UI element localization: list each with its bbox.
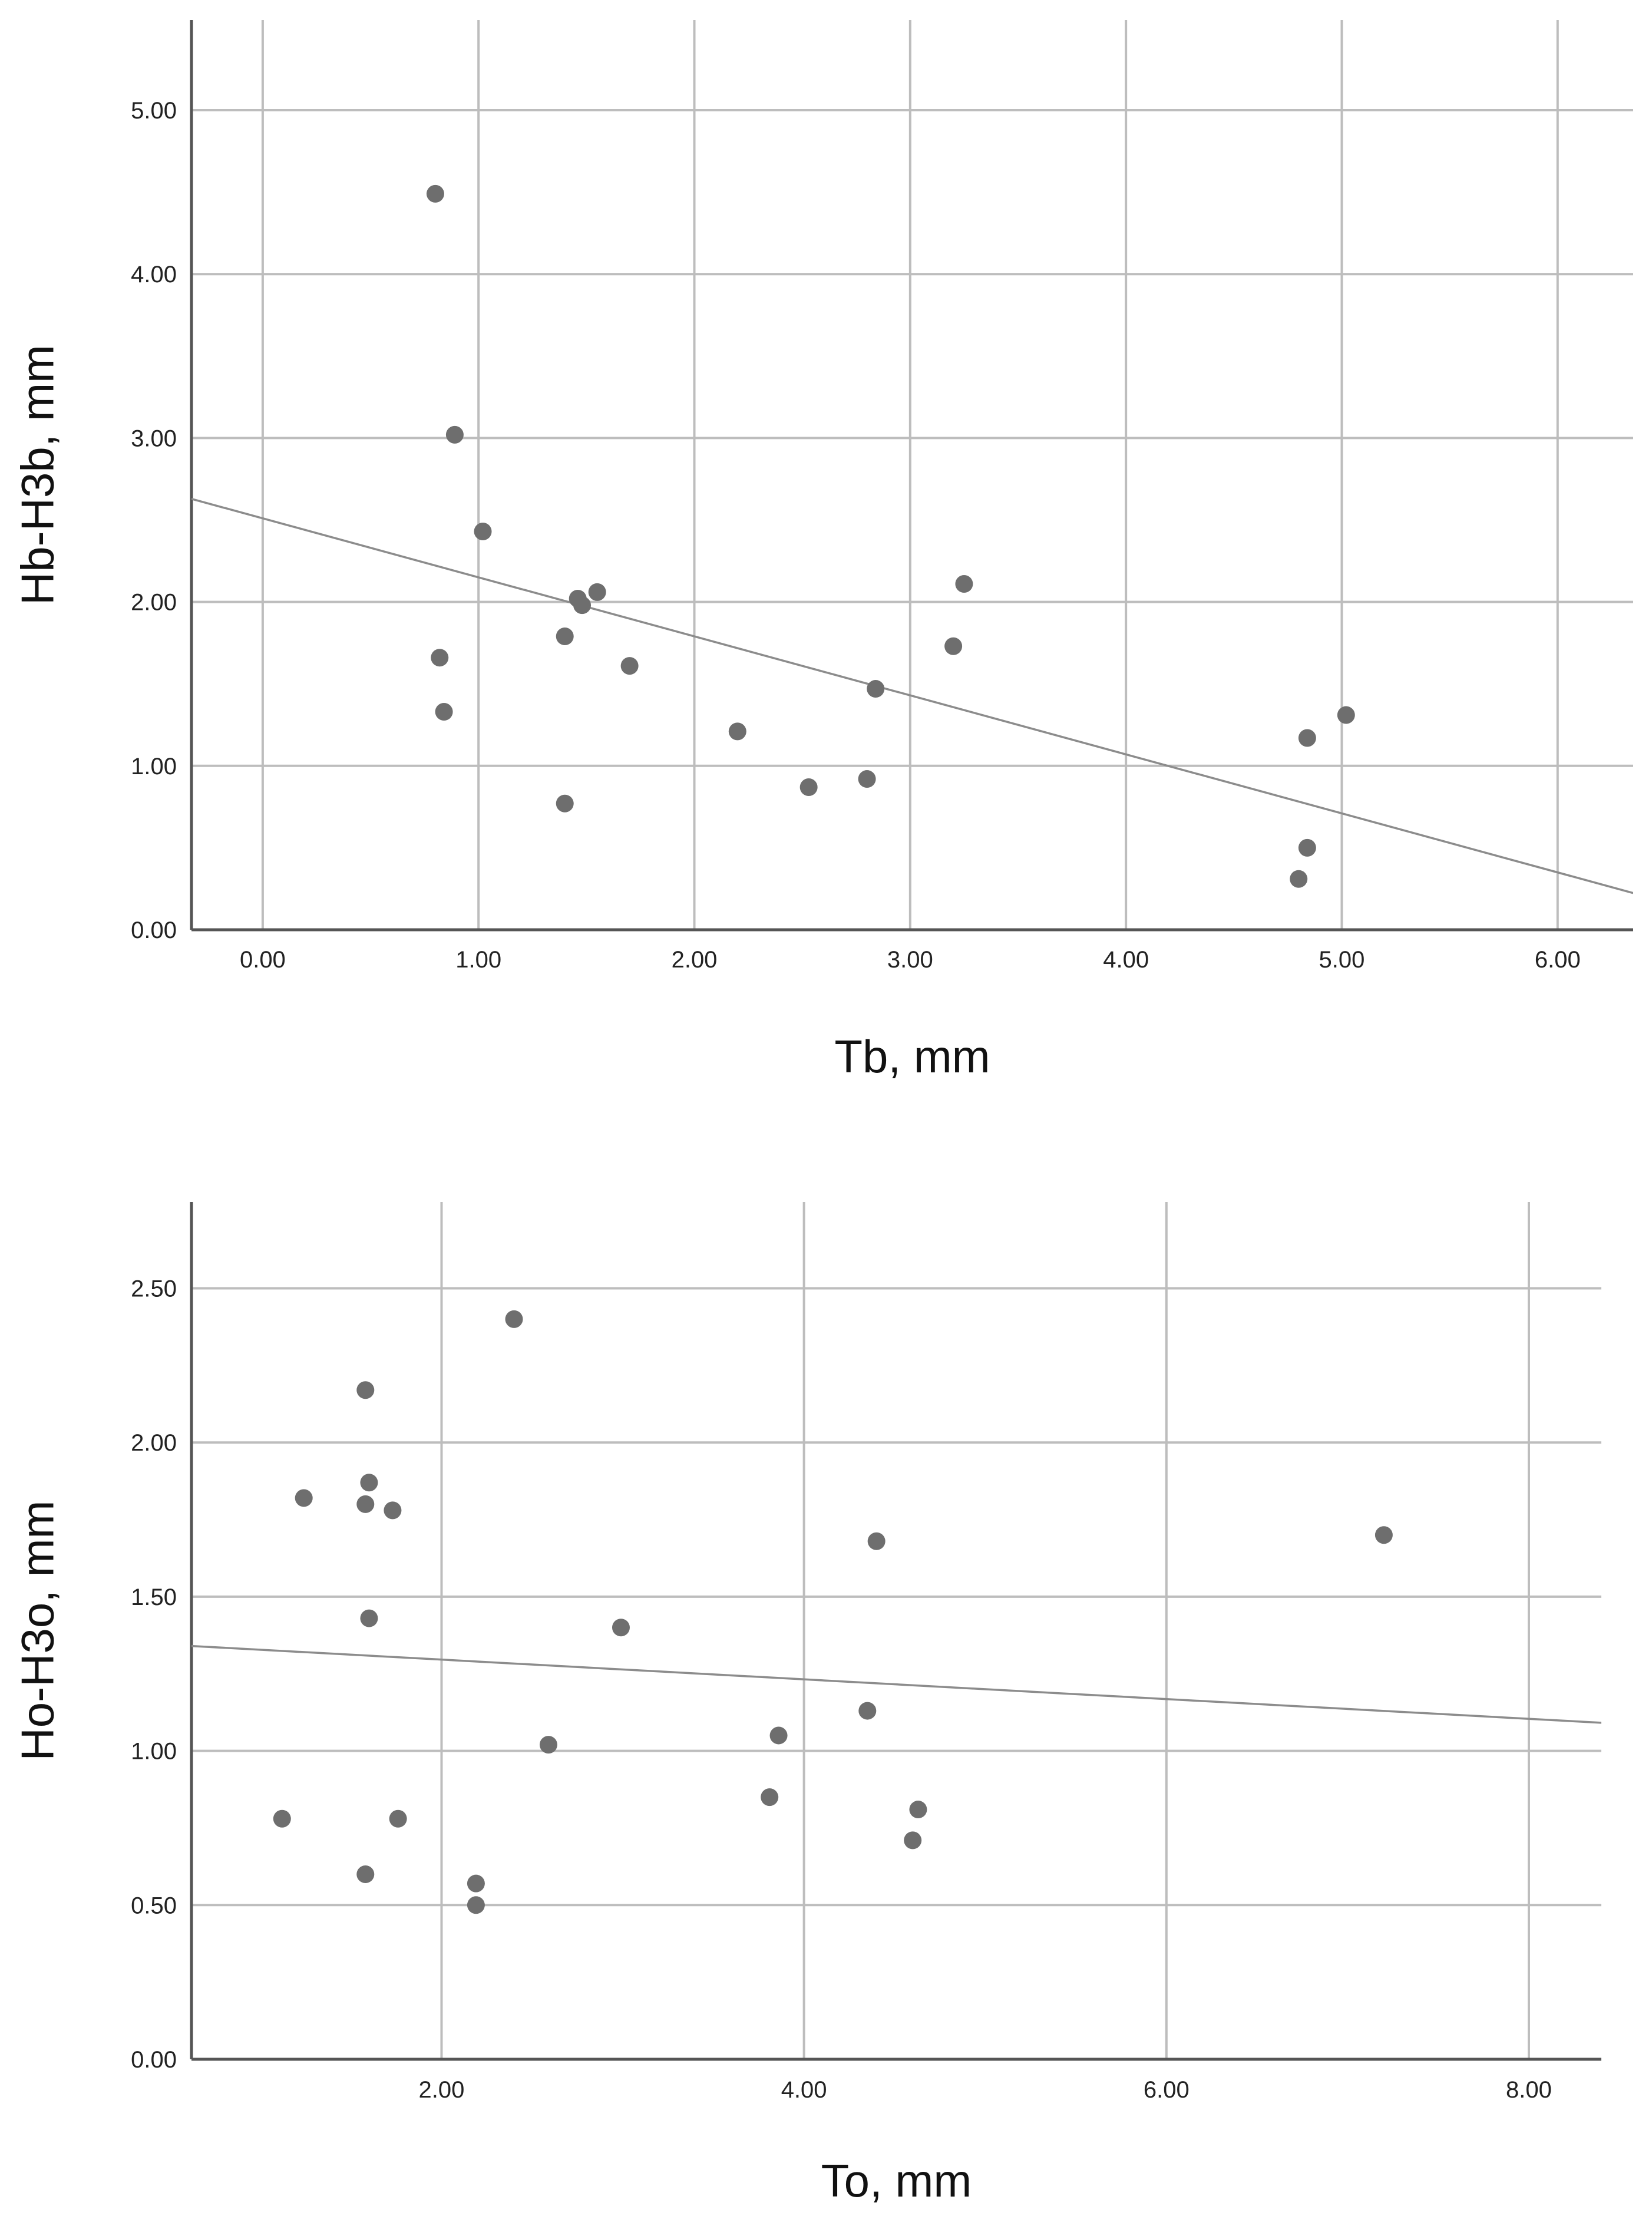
bottom-scatter-panel: 2.00 4.00 6.00 8.00 0.00 0.50 1.00 1.50 2.00 2.50…: [12, 1202, 1601, 2207]
data-point: [356, 1495, 375, 1513]
y-tick-label: 0.50: [131, 1893, 177, 1918]
data-point: [858, 770, 876, 788]
data-point: [445, 425, 464, 444]
data-point: [1298, 729, 1316, 747]
data-point: [612, 1619, 630, 1637]
y-tick-label: 0.00: [131, 2047, 177, 2073]
data-point: [1290, 870, 1308, 888]
data-point: [273, 1809, 291, 1828]
data-point: [360, 1609, 378, 1627]
x-tick-label: 6.00: [1535, 947, 1581, 973]
data-point: [620, 657, 639, 675]
data-point: [761, 1788, 779, 1807]
data-point: [1375, 1526, 1393, 1544]
data-point: [505, 1310, 523, 1328]
data-point: [389, 1809, 407, 1828]
data-point: [1298, 838, 1316, 857]
data-point: [556, 794, 574, 813]
data-point: [573, 596, 592, 615]
y-tick-label: 4.00: [131, 262, 177, 288]
data-point: [858, 1702, 877, 1720]
data-point: [904, 1831, 922, 1850]
x-tick-label: 2.00: [419, 2077, 465, 2103]
data-point: [426, 184, 444, 203]
x-tick-label: 5.00: [1319, 947, 1365, 973]
x-tick-label: 4.00: [781, 2077, 827, 2103]
data-point: [944, 637, 963, 655]
data-point: [588, 583, 606, 601]
top-scatter-panel: 0.00 1.00 2.00 3.00 4.00 5.00 6.00 0.00 1.00 2.00…: [12, 20, 1633, 1082]
data-point: [295, 1489, 313, 1507]
data-point: [955, 575, 973, 593]
regression-line: [191, 1644, 1601, 1724]
data-point: [867, 1532, 886, 1550]
data-point: [467, 1896, 485, 1914]
y-tick-label: 1.00: [131, 754, 177, 780]
data-point: [556, 628, 574, 646]
x-axis-label: To, mm: [821, 2155, 972, 2207]
data-point: [435, 702, 453, 721]
y-tick-label: 1.50: [131, 1584, 177, 1610]
data-point: [431, 649, 449, 667]
y-tick-label: 1.00: [131, 1739, 177, 1765]
data-point: [384, 1501, 402, 1520]
y-tick-label: 3.00: [131, 425, 177, 451]
x-tick-label: 0.00: [240, 947, 286, 973]
data-point: [769, 1726, 788, 1745]
data-point: [1337, 706, 1355, 724]
data-point: [728, 722, 746, 741]
y-axis-label: Hb-H3b, mm: [12, 345, 64, 605]
x-tick-label: 1.00: [455, 947, 501, 973]
regression-line: [191, 497, 1633, 894]
x-tick-label: 8.00: [1506, 2077, 1552, 2103]
x-axis-label: Tb, mm: [834, 1031, 990, 1082]
data-point: [356, 1381, 375, 1399]
data-point: [539, 1736, 557, 1754]
y-tick-label: 2.50: [131, 1276, 177, 1302]
y-tick-label: 2.00: [131, 590, 177, 616]
y-tick-label: 0.00: [131, 917, 177, 943]
data-point: [909, 1801, 927, 1819]
data-point: [360, 1474, 378, 1492]
x-tick-label: 3.00: [887, 947, 933, 973]
x-tick-label: 2.00: [672, 947, 718, 973]
x-tick-label: 6.00: [1144, 2077, 1190, 2103]
y-tick-label: 2.00: [131, 1430, 177, 1456]
y-tick-label: 5.00: [131, 98, 177, 124]
data-point: [356, 1865, 375, 1883]
x-tick-label: 4.00: [1103, 947, 1149, 973]
data-point: [799, 778, 818, 796]
data-point: [867, 680, 885, 698]
data-point: [467, 1874, 485, 1893]
y-axis-label: Ho-H3o, mm: [12, 1500, 64, 1761]
data-point: [474, 522, 492, 540]
